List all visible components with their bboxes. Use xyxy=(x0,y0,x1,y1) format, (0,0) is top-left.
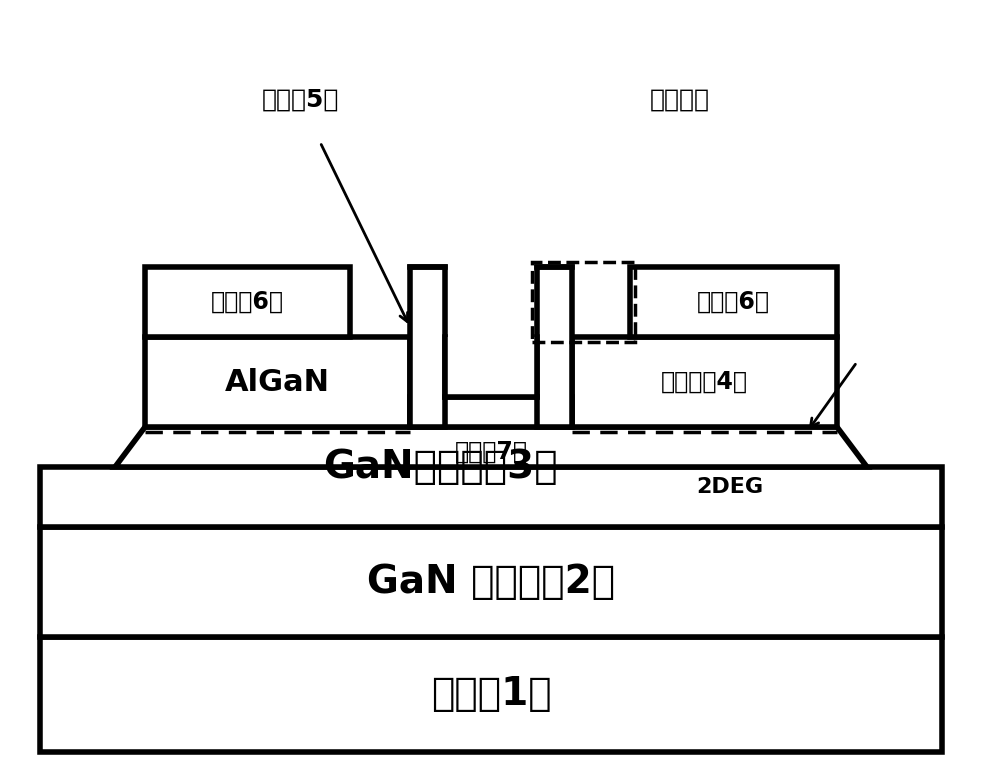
FancyBboxPatch shape xyxy=(410,397,572,427)
FancyBboxPatch shape xyxy=(40,527,942,637)
FancyBboxPatch shape xyxy=(40,467,942,527)
FancyBboxPatch shape xyxy=(410,267,445,427)
FancyBboxPatch shape xyxy=(572,337,837,427)
Text: GaN沟道层（3）: GaN沟道层（3） xyxy=(323,448,558,486)
Text: 凹槽（5）: 凹槽（5） xyxy=(261,88,339,112)
Text: 势垒层（4）: 势垒层（4） xyxy=(661,370,748,394)
FancyBboxPatch shape xyxy=(145,337,410,427)
Text: 阴极（6）: 阴极（6） xyxy=(697,290,770,314)
Text: AlGaN: AlGaN xyxy=(225,367,330,396)
FancyBboxPatch shape xyxy=(630,267,837,337)
Polygon shape xyxy=(115,427,867,467)
Text: GaN 缓冲层（2）: GaN 缓冲层（2） xyxy=(367,563,615,601)
FancyBboxPatch shape xyxy=(145,267,350,337)
Text: 阴极（6）: 阴极（6） xyxy=(211,290,284,314)
FancyBboxPatch shape xyxy=(537,267,572,427)
Text: 浮空部分: 浮空部分 xyxy=(650,88,710,112)
FancyBboxPatch shape xyxy=(445,337,537,397)
Text: 2DEG: 2DEG xyxy=(696,477,764,497)
FancyBboxPatch shape xyxy=(40,637,942,752)
Text: 衬底（1）: 衬底（1） xyxy=(431,675,551,713)
Text: 阳极（7）: 阳极（7） xyxy=(455,440,527,464)
